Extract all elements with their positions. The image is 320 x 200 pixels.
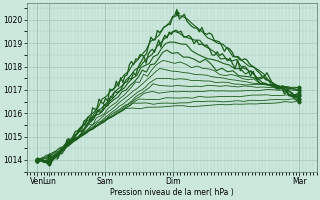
X-axis label: Pression niveau de la mer( hPa ): Pression niveau de la mer( hPa ) xyxy=(110,188,234,197)
